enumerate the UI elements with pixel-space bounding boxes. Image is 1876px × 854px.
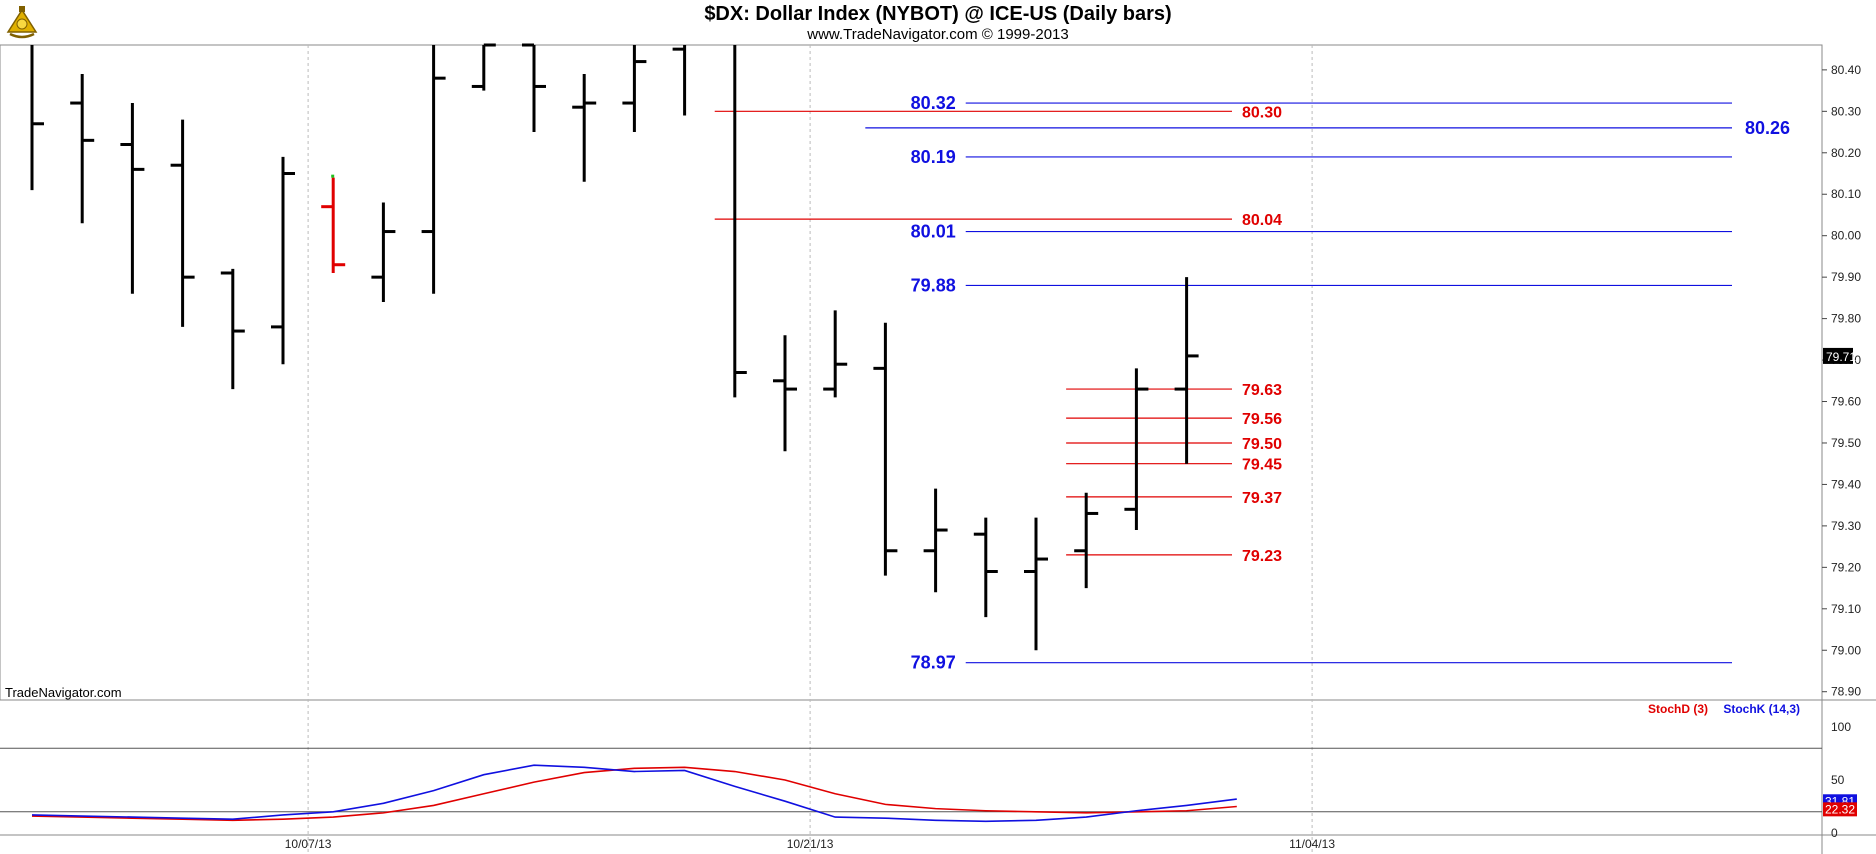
- ohlc-bar: [572, 74, 597, 182]
- price-tick-label: 79.20: [1831, 560, 1861, 574]
- ohlc-bar: [220, 268, 245, 390]
- red-level-label: 80.30: [1242, 104, 1282, 121]
- last-price-tag: [1823, 347, 1853, 364]
- ohlc-bar: [973, 517, 998, 618]
- stoch-k-line: [31, 764, 1237, 823]
- blue-level-label: 80.19: [911, 147, 956, 167]
- chart-subtitle: www.TradeNavigator.com © 1999-2013: [807, 26, 1069, 43]
- bar-high-marker: [331, 174, 335, 178]
- price-tick-label: 79.60: [1831, 395, 1861, 409]
- ohlc-bar: [30, 45, 44, 191]
- price-tick-label: 79.10: [1831, 602, 1861, 616]
- stoch-tick-label: 50: [1831, 773, 1845, 787]
- date-axis: 10/07/13 10/21/13 11/04/13: [285, 837, 1336, 851]
- ohlc-bar: [170, 119, 195, 327]
- date-tick-label: 11/04/13: [1289, 837, 1335, 851]
- ohlc-bar: [622, 45, 647, 133]
- blue-level-label: 78.97: [911, 653, 956, 673]
- level-lines: 80.32 80.26 80.19 80.01 79.88 78.97 80.30 80.04…: [714, 93, 1790, 673]
- last-price-label: 79.71: [1826, 350, 1856, 364]
- price-tick-label: 79.30: [1831, 519, 1861, 533]
- blue-level-label: 80.32: [911, 93, 956, 113]
- price-tick-label: 78.90: [1831, 685, 1861, 699]
- blue-level-label: 80.01: [911, 222, 956, 242]
- price-scale: 80.4080.3080.2080.1080.0079.9079.8079.70…: [1822, 63, 1861, 699]
- stoch-tick-label: 100: [1831, 720, 1851, 734]
- ohlc-bar: [522, 43, 546, 133]
- ohlc-bar: [1024, 517, 1048, 651]
- legend-stoch-k: StochK (14,3): [1723, 702, 1800, 716]
- ohlc-bar: [1174, 277, 1199, 464]
- ohlc-bar: [823, 310, 848, 398]
- stoch-d-line: [31, 766, 1237, 822]
- ohlc-bar: [672, 45, 687, 116]
- chart-title: $DX: Dollar Index (NYBOT) @ ICE-US (Dail…: [704, 3, 1172, 25]
- price-tick-label: 79.90: [1831, 270, 1861, 284]
- blue-level-label: 80.26: [1745, 118, 1790, 138]
- stoch-tick-label: 0: [1831, 826, 1838, 840]
- ohlc-bar: [471, 43, 496, 91]
- price-tick-label: 80.00: [1831, 229, 1861, 243]
- ohlc-bar: [120, 103, 145, 294]
- price-tick-label: 80.20: [1831, 146, 1861, 160]
- red-level-label: 79.23: [1242, 548, 1282, 565]
- ohlc-bar: [923, 488, 948, 593]
- red-level-label: 79.50: [1242, 436, 1282, 453]
- legend-stoch-d: StochD (3): [1648, 702, 1708, 716]
- ohlc-bar: [1074, 492, 1099, 589]
- grid-lines: [307, 45, 1313, 854]
- chart-frame: [0, 44, 1876, 854]
- red-level-label: 79.45: [1242, 457, 1282, 474]
- price-tick-label: 80.30: [1831, 104, 1861, 118]
- ohlc-bar: [1124, 368, 1149, 531]
- price-tick-label: 80.40: [1831, 63, 1861, 77]
- price-tick-label: 79.00: [1831, 643, 1861, 657]
- blue-level-label: 79.88: [911, 275, 956, 295]
- price-tick-label: 79.80: [1831, 312, 1861, 326]
- red-level-label: 79.37: [1242, 490, 1282, 507]
- red-level-label: 80.04: [1242, 212, 1282, 229]
- sextant-logo-icon[interactable]: [2, 2, 42, 42]
- ohlc-bars: [30, 43, 1199, 651]
- price-tick-label: 80.10: [1831, 187, 1861, 201]
- price-panel-border: [0, 44, 1823, 701]
- ohlc-bar: [873, 322, 898, 576]
- ohlc-bar: [371, 202, 396, 303]
- red-level-label: 79.56: [1242, 411, 1282, 428]
- ohlc-bar: [70, 74, 95, 224]
- red-level-label: 79.63: [1242, 382, 1282, 399]
- ohlc-bar: [421, 45, 446, 294]
- date-tick-label: 10/21/13: [787, 837, 834, 851]
- watermark: TradeNavigator.com: [5, 685, 122, 700]
- ohlc-bar: [271, 156, 295, 365]
- chart-header: $DX: Dollar Index (NYBOT) @ ICE-US (Dail…: [0, 0, 1876, 45]
- ohlc-bar: [733, 45, 747, 398]
- date-tick-label: 10/07/13: [285, 837, 332, 851]
- stoch-d-value-tag: [1823, 802, 1857, 817]
- ohlc-bar: [773, 335, 797, 452]
- price-tick-label: 79.50: [1831, 436, 1861, 450]
- price-tick-label: 79.40: [1831, 477, 1861, 491]
- stoch-d-value: 22.32: [1825, 802, 1855, 816]
- ohlc-bar: [321, 174, 346, 274]
